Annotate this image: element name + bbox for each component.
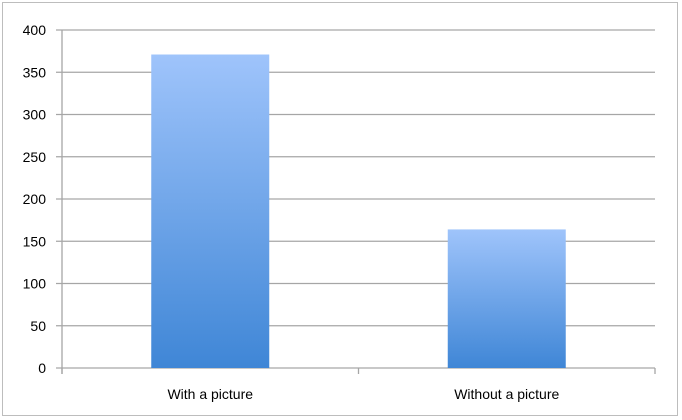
y-tick-label: 50 <box>30 318 46 334</box>
y-tick-label: 150 <box>23 233 47 249</box>
x-category-label: With a picture <box>167 386 253 402</box>
y-tick-label: 400 <box>23 22 47 38</box>
y-tick-label: 300 <box>23 107 47 123</box>
y-tick-label: 200 <box>23 191 47 207</box>
bar-with-a-picture <box>151 54 270 368</box>
y-tick-label: 0 <box>38 360 46 376</box>
bar-without-a-picture <box>447 229 566 368</box>
y-tick-label: 350 <box>23 64 47 80</box>
x-category-label: Without a picture <box>454 386 559 402</box>
y-tick-label: 250 <box>23 149 47 165</box>
chart-frame <box>2 2 678 416</box>
y-tick-label: 100 <box>23 276 47 292</box>
